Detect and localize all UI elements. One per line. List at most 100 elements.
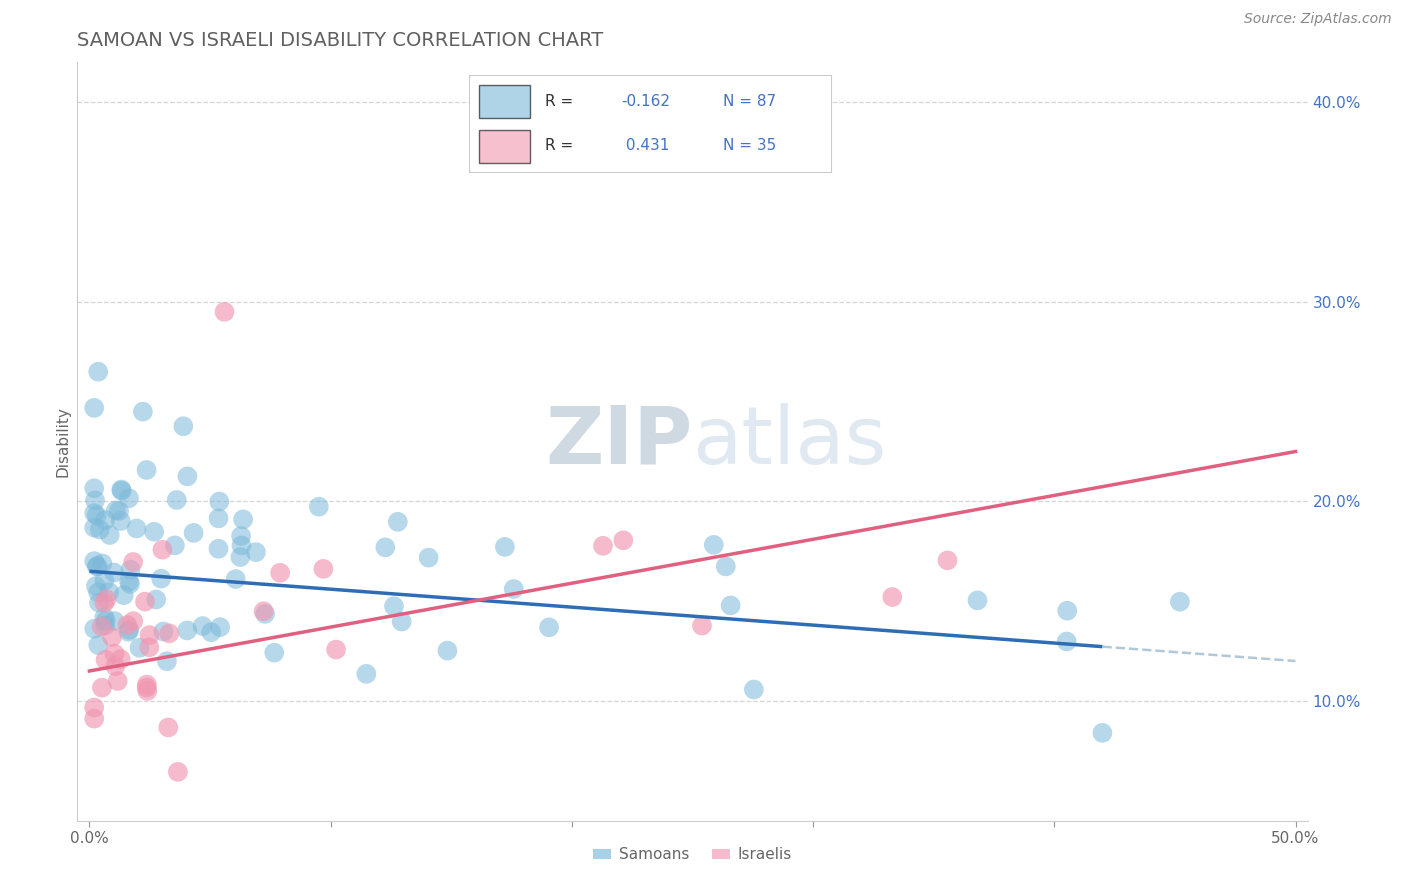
Point (356, 666, 378, 681)
Point (269, 566, 291, 580)
Point (253, 607, 276, 621)
Point (207, 541, 229, 556)
Point (111, 483, 134, 498)
Point (122, 614, 145, 628)
Point (966, 593, 988, 607)
Point (1091, 726, 1114, 740)
Point (98, 528, 121, 542)
Point (150, 572, 173, 586)
Point (91, 557, 114, 571)
Point (936, 553, 959, 567)
Point (225, 572, 247, 586)
Point (108, 504, 131, 518)
Point (86, 559, 108, 574)
Point (94, 614, 117, 628)
Point (209, 620, 232, 634)
Point (143, 524, 166, 539)
Point (83, 622, 105, 636)
Point (156, 654, 179, 668)
Point (118, 577, 141, 591)
Point (592, 539, 614, 553)
Point (183, 525, 205, 540)
Point (125, 521, 148, 535)
Point (83, 700, 105, 714)
Point (112, 588, 135, 602)
Point (107, 673, 129, 688)
Point (83, 554, 105, 568)
Point (163, 538, 186, 552)
Point (135, 681, 157, 695)
Point (387, 515, 409, 529)
Point (117, 618, 139, 632)
Point (152, 542, 174, 557)
Point (87, 585, 110, 599)
Point (166, 764, 188, 779)
Point (110, 514, 132, 528)
Point (138, 628, 160, 642)
Point (83, 506, 105, 520)
Point (714, 559, 737, 574)
Point (132, 404, 155, 418)
Point (83, 481, 105, 495)
Point (176, 624, 198, 638)
Point (1168, 595, 1191, 609)
Point (720, 599, 742, 613)
Point (418, 550, 440, 565)
Point (436, 643, 458, 657)
Point (502, 582, 524, 596)
Point (325, 642, 347, 657)
Point (538, 620, 561, 634)
Point (84, 493, 107, 508)
Point (83, 712, 105, 726)
Point (110, 652, 132, 666)
Point (83, 521, 105, 535)
Point (207, 511, 229, 525)
Point (94, 618, 117, 632)
Text: SAMOAN VS ISRAELI DISABILITY CORRELATION CHART: SAMOAN VS ISRAELI DISABILITY CORRELATION… (77, 30, 603, 50)
Point (117, 624, 139, 639)
Point (200, 625, 222, 640)
Point (94, 653, 117, 667)
Point (176, 469, 198, 483)
Point (90, 619, 112, 633)
Point (1056, 634, 1078, 648)
Text: Source: ZipAtlas.com: Source: ZipAtlas.com (1244, 12, 1392, 26)
Point (134, 594, 156, 608)
Point (84, 579, 107, 593)
Point (93, 574, 115, 588)
Point (96, 592, 118, 607)
Point (882, 590, 904, 604)
Point (612, 533, 634, 548)
Point (191, 619, 214, 633)
Legend: Samoans, Israelis: Samoans, Israelis (593, 847, 792, 863)
Point (308, 500, 330, 514)
Point (87, 365, 110, 379)
Point (214, 305, 236, 319)
Point (263, 646, 285, 660)
Point (94, 513, 117, 527)
Point (93, 610, 115, 624)
Point (1056, 604, 1078, 618)
Point (103, 614, 125, 628)
Point (145, 592, 167, 607)
Point (690, 618, 713, 632)
Point (232, 512, 254, 526)
Text: ZIP: ZIP (546, 402, 693, 481)
Point (91, 681, 114, 695)
Point (93, 596, 115, 610)
Point (152, 624, 174, 639)
Point (86, 559, 108, 574)
Point (208, 494, 231, 508)
Point (118, 623, 141, 637)
Point (172, 419, 194, 434)
Point (382, 599, 405, 614)
Point (89, 523, 111, 537)
Point (157, 626, 180, 640)
Point (128, 640, 150, 655)
Point (87, 596, 110, 610)
Point (135, 463, 157, 477)
Point (136, 684, 159, 698)
Point (229, 550, 252, 565)
Point (86, 508, 108, 523)
Point (374, 541, 396, 555)
